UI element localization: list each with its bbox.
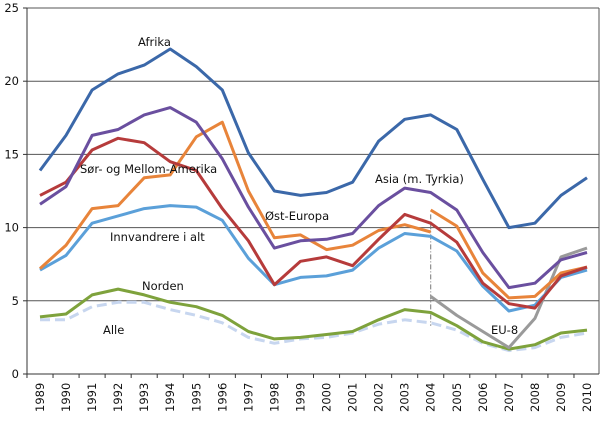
y-tick-label: 20 xyxy=(4,74,19,88)
series-lines xyxy=(40,49,587,351)
x-tick-label: 2005 xyxy=(450,383,464,412)
x-tick-label: 1999 xyxy=(293,383,307,412)
label-norden: Norden xyxy=(142,279,184,293)
x-tick-label: 2004 xyxy=(424,383,438,412)
x-tick-label: 2002 xyxy=(372,383,386,412)
y-tick-label: 10 xyxy=(4,221,19,235)
x-tick-label: 2001 xyxy=(346,383,360,412)
x-tick-label: 1991 xyxy=(85,383,99,412)
series-line-norden xyxy=(40,289,587,349)
x-tick-label: 2003 xyxy=(398,383,412,412)
x-tick-label: 1990 xyxy=(59,383,73,412)
x-tick-label: 2010 xyxy=(580,383,594,412)
y-tick-label: 25 xyxy=(4,1,19,15)
x-tick-label: 1998 xyxy=(267,383,281,412)
label-ost-europa: Øst-Europa xyxy=(265,209,329,223)
label-alle: Alle xyxy=(103,323,124,337)
y-tick-label: 5 xyxy=(12,294,19,308)
y-tick-label: 0 xyxy=(12,367,19,381)
x-tick-label: 2009 xyxy=(554,383,568,412)
x-tick-label: 2000 xyxy=(320,383,334,412)
series-labels: Afrika Asia (m. Tyrkia) Sør- og Mellom-A… xyxy=(80,35,518,337)
label-innvandrere-i-alt: Innvandrere i alt xyxy=(110,230,205,244)
x-tick-label: 2006 xyxy=(476,383,490,412)
x-tick-label: 2008 xyxy=(528,383,542,412)
gridlines xyxy=(27,8,599,301)
x-tick-label: 1996 xyxy=(215,383,229,412)
x-tick-label: 1994 xyxy=(163,383,177,412)
series-line--st-europa-from-2004 xyxy=(431,210,587,298)
label-afrika: Afrika xyxy=(138,35,171,49)
label-sor-og-mellom-amerika: Sør- og Mellom-Amerika xyxy=(80,162,217,176)
label-eu-8: EU-8 xyxy=(491,323,518,337)
x-tick-label: 1997 xyxy=(241,383,255,412)
label-asia: Asia (m. Tyrkia) xyxy=(375,172,464,186)
x-tick-label: 1992 xyxy=(111,383,125,412)
y-tick-label: 15 xyxy=(4,147,19,161)
x-tick-label: 1993 xyxy=(137,383,151,412)
x-tick-label: 1995 xyxy=(189,383,203,412)
x-tick-label: 1989 xyxy=(33,383,47,412)
x-tick-label: 2007 xyxy=(502,383,516,412)
